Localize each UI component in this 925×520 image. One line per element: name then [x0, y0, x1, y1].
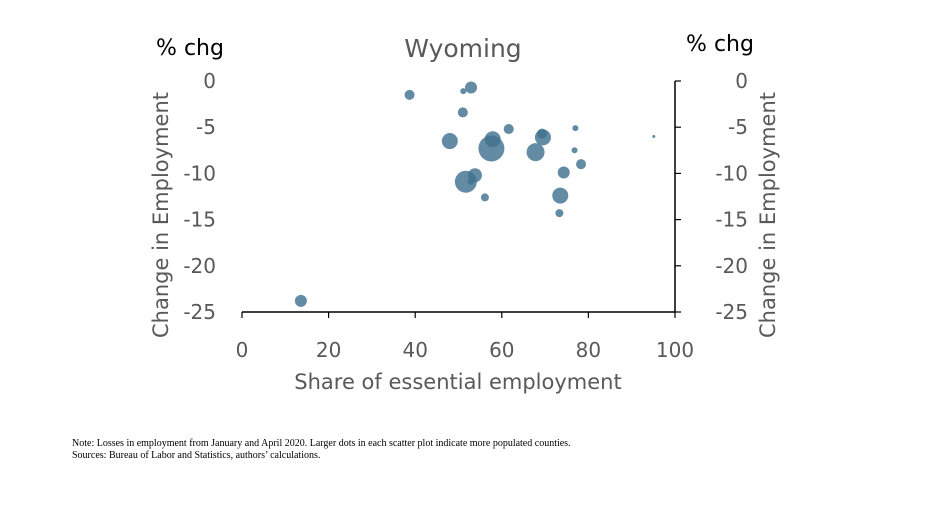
- data-point: [571, 147, 578, 154]
- data-point: [404, 89, 415, 100]
- data-point: [555, 209, 564, 218]
- data-point: [480, 193, 489, 202]
- y-tick-label-left: -10: [183, 161, 216, 185]
- x-tick-label: 20: [316, 338, 341, 362]
- chart-note: Note: Losses in employment from January …: [72, 438, 571, 449]
- y-tick-label-right: -10: [715, 161, 748, 185]
- x-tick-label: 0: [236, 338, 249, 362]
- data-point: [441, 133, 458, 150]
- y-tick-label-left: 0: [203, 69, 216, 93]
- data-point: [467, 178, 474, 185]
- data-point: [552, 187, 569, 204]
- data-point: [576, 159, 587, 170]
- y-tick-label-right: -20: [715, 254, 748, 278]
- y-axis-label-left: Change in Employment: [149, 92, 173, 338]
- y-tick-label-right: -15: [715, 208, 748, 232]
- data-point: [460, 88, 467, 95]
- x-tick-label: 60: [489, 338, 514, 362]
- data-point: [534, 129, 551, 146]
- data-point: [503, 124, 514, 135]
- data-point: [294, 294, 307, 307]
- y-tick-label-right: -5: [728, 115, 748, 139]
- data-point: [652, 134, 656, 138]
- y-unit-right: % chg: [686, 32, 754, 57]
- y-axis-label-right: Change in Employment: [756, 92, 780, 338]
- x-axis-label: Share of essential employment: [294, 370, 621, 394]
- y-tick-label-left: -5: [196, 115, 216, 139]
- data-point: [478, 135, 505, 162]
- y-tick-label-left: -15: [183, 208, 216, 232]
- data-point: [457, 107, 468, 118]
- data-points: [294, 81, 656, 307]
- data-point: [557, 166, 570, 179]
- axes: [241, 80, 681, 318]
- chart-title: Wyoming: [404, 34, 521, 63]
- data-point: [465, 81, 478, 94]
- x-tick-label: 80: [576, 338, 601, 362]
- tick-labels: 0 20 40 60 80 100 0 0 -5 -5 -10 -10 -15 -15 -20 -20 -25 -…: [183, 69, 748, 362]
- y-tick-label-left: -20: [183, 254, 216, 278]
- chart-sources: Sources: Bureau of Labor and Statistics,…: [72, 450, 321, 461]
- x-tick-label: 40: [402, 338, 427, 362]
- data-point: [572, 125, 579, 132]
- y-unit-left: % chg: [156, 36, 224, 61]
- data-point: [526, 143, 545, 162]
- y-tick-label-left: -25: [183, 300, 216, 324]
- data-point: [467, 168, 482, 183]
- x-tick-label: 100: [656, 338, 694, 362]
- y-tick-label-right: 0: [735, 69, 748, 93]
- y-tick-label-right: -25: [715, 300, 748, 324]
